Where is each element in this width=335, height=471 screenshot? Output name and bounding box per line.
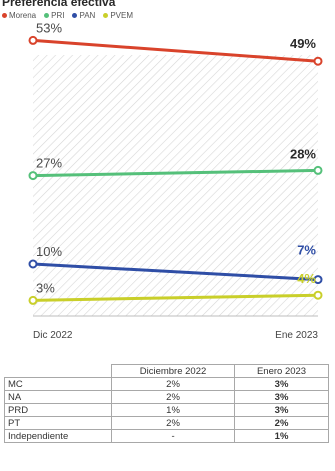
- legend-item-pri: PRI: [44, 11, 64, 20]
- column-header-dic: Diciembre 2022: [110, 364, 236, 378]
- data-label-pan-dic: 10%: [36, 244, 62, 259]
- point-pri-ene: [313, 165, 323, 175]
- point-pvem-ene: [313, 290, 323, 300]
- series-line-pvem: [32, 293, 319, 302]
- table-row: PRD 1% 3%: [4, 403, 329, 417]
- value-dic: 1%: [110, 403, 236, 417]
- value-dic: 2%: [110, 416, 236, 430]
- value-ene: 3%: [234, 377, 329, 391]
- legend-label-pan: PAN: [79, 11, 96, 20]
- chart-title: Preferencia efectiva: [2, 0, 116, 9]
- value-dic: 2%: [110, 377, 236, 391]
- party-name: Independiente: [4, 429, 112, 443]
- party-name: PRD: [4, 403, 112, 417]
- data-label-pri-dic: 27%: [36, 156, 62, 171]
- legend-item-pan: PAN: [72, 11, 95, 20]
- legend-label-pri: PRI: [51, 11, 65, 20]
- legend-dot-morena: [2, 13, 7, 18]
- other-parties-table: Diciembre 2022 Enero 2023 MC 2% 3% NA 2%…: [4, 364, 329, 443]
- value-ene: 3%: [234, 390, 329, 404]
- x-tick-dic-2022: Dic 2022: [33, 330, 73, 341]
- legend-item-morena: Morena: [2, 11, 36, 20]
- line-chart: 53% 49% 27% 28% 10% 7% 3% 4% Dic 2022 Ene 2023: [28, 20, 323, 341]
- series-line-pri: [32, 168, 319, 178]
- party-name: NA: [4, 390, 112, 404]
- table-row: MC 2% 3%: [4, 377, 329, 391]
- table-corner: [4, 364, 112, 378]
- data-label-pri-ene: 28%: [290, 146, 316, 161]
- legend-dot-pri: [44, 13, 50, 18]
- point-pvem-dic: [28, 295, 38, 305]
- point-morena-ene: [313, 56, 323, 66]
- value-ene: 1%: [234, 429, 329, 443]
- legend: Morena PRI PAN PVEM: [2, 11, 133, 20]
- data-label-pvem-ene: 4%: [297, 271, 316, 286]
- series-line-morena: [32, 38, 319, 63]
- point-pan-ene: [313, 275, 323, 285]
- value-ene: 2%: [234, 416, 329, 430]
- column-header-ene: Enero 2023: [234, 364, 329, 378]
- data-label-pvem-dic: 3%: [36, 280, 55, 295]
- table-header-row: Diciembre 2022 Enero 2023: [4, 364, 329, 378]
- data-label-morena-ene: 49%: [290, 36, 316, 51]
- party-name: PT: [4, 416, 112, 430]
- value-dic: -: [110, 429, 236, 443]
- point-morena-dic: [28, 35, 38, 45]
- series-layer: 53% 49% 27% 28% 10% 7% 3% 4%: [28, 20, 323, 305]
- table-row: PT 2% 2%: [4, 416, 329, 430]
- point-pri-dic: [28, 171, 38, 181]
- party-name: MC: [4, 377, 112, 391]
- value-dic: 2%: [110, 390, 236, 404]
- data-label-morena-dic: 53%: [36, 20, 62, 35]
- legend-dot-pvem: [103, 13, 109, 18]
- table-row: Independiente - 1%: [4, 429, 329, 443]
- series-line-pan: [32, 262, 319, 282]
- data-label-pan-ene: 7%: [297, 243, 316, 258]
- legend-label-morena: Morena: [9, 11, 37, 20]
- point-pan-dic: [28, 259, 38, 269]
- x-tick-ene-2023: Ene 2023: [275, 330, 318, 341]
- legend-label-pvem: PVEM: [110, 11, 133, 20]
- legend-dot-pan: [72, 13, 78, 18]
- table-row: NA 2% 3%: [4, 390, 329, 404]
- legend-item-pvem: PVEM: [103, 11, 133, 20]
- value-ene: 3%: [234, 403, 329, 417]
